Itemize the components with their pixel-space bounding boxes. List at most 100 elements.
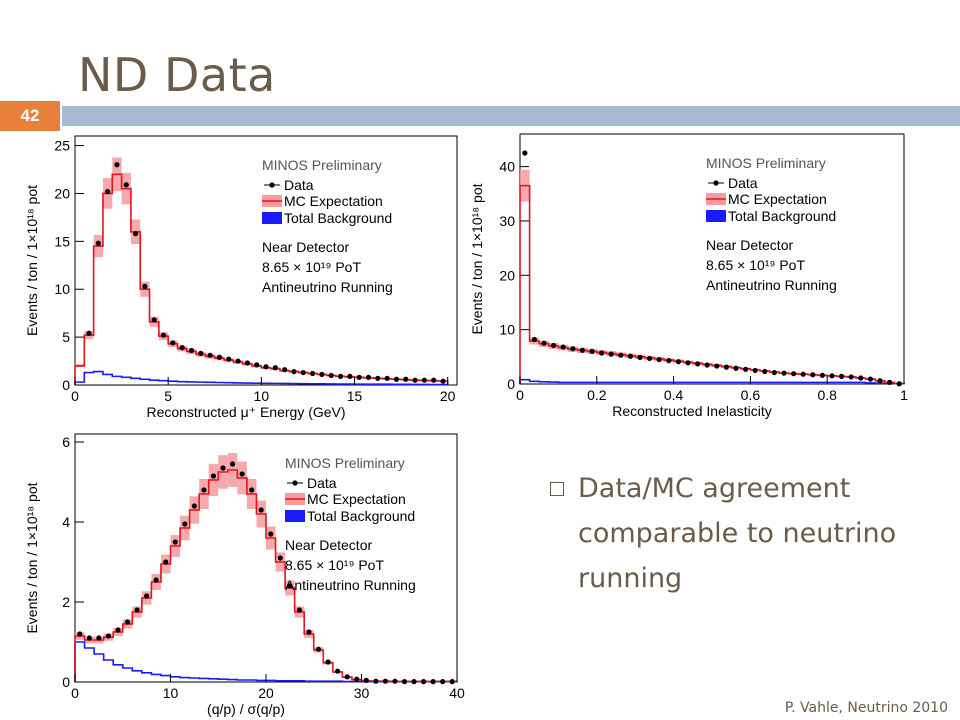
data-point (431, 377, 437, 383)
data-point (618, 352, 624, 358)
data-point (115, 627, 121, 633)
data-point (401, 679, 408, 685)
y-tick-label: 2 (62, 594, 70, 610)
data-point (356, 374, 362, 380)
data-point (647, 355, 653, 362)
data-point (599, 350, 605, 356)
data-point (282, 367, 288, 373)
x-tick-label: 10 (163, 685, 179, 701)
data-point (95, 240, 101, 246)
data-point (531, 336, 537, 343)
x-tick-label: 0 (71, 388, 79, 404)
data-point (306, 629, 312, 635)
y-tick-label: 30 (499, 213, 515, 229)
data-point (188, 347, 195, 354)
data-point (373, 678, 379, 684)
data-point (277, 555, 283, 561)
x-tick-label: 0.4 (664, 387, 684, 403)
x-tick-label: 0.6 (741, 387, 761, 403)
data-point (867, 376, 873, 382)
data-point (268, 531, 274, 537)
data-point (541, 340, 547, 346)
legend-mc-label: MC Expectation (728, 191, 827, 207)
data-point (666, 358, 672, 364)
data-point (86, 635, 92, 641)
legend-note: Antineutrino Running (706, 277, 837, 293)
y-axis-title: Events / ton / 1×10¹⁸ pot (469, 183, 485, 334)
legend-data-label: Data (307, 475, 337, 491)
legend-note: Antineutrino Running (262, 279, 393, 295)
data-point (363, 677, 369, 683)
data-point (337, 373, 344, 379)
y-tick-label: 10 (499, 322, 515, 338)
data-point (791, 371, 797, 377)
data-point (393, 376, 400, 382)
data-point (226, 356, 232, 362)
data-point (220, 465, 226, 471)
y-tick-label: 40 (499, 159, 515, 175)
x-axis-title: (q/p) / σ(q/p) (207, 701, 285, 717)
data-point (637, 354, 643, 360)
data-point (335, 668, 341, 674)
data-point (819, 372, 825, 378)
data-point (170, 340, 176, 346)
data-point (142, 283, 148, 289)
data-point (105, 633, 112, 639)
y-axis-title: Events / ton / 1×10¹⁸ pot (24, 482, 40, 633)
data-point (86, 330, 92, 336)
data-point (608, 351, 614, 357)
legend-mc-label: MC Expectation (307, 491, 406, 507)
data-point (421, 377, 427, 383)
data-point (207, 352, 213, 358)
background-histogram (74, 370, 449, 386)
data-point (229, 461, 236, 467)
y-tick-label: 20 (499, 267, 515, 283)
x-tick-label: 5 (164, 388, 172, 404)
data-points (86, 162, 446, 384)
legend-preliminary: MINOS Preliminary (262, 157, 382, 173)
x-axis-title: Reconstructed μ⁺ Energy (GeV) (146, 404, 345, 420)
title-accent-bar (62, 106, 960, 126)
data-point (560, 344, 566, 350)
data-point (714, 363, 720, 369)
legend-data-marker (713, 180, 719, 186)
y-axis-title: Events / ton / 1×10¹⁸ pot (24, 185, 40, 336)
data-point (191, 503, 197, 509)
data-point (522, 150, 528, 156)
data-point (762, 368, 768, 375)
plot-frame (519, 133, 905, 385)
data-point (216, 354, 223, 360)
data-point (354, 676, 360, 682)
data-point (287, 583, 293, 589)
x-tick-label: 0 (516, 387, 524, 403)
data-point (551, 342, 557, 349)
page-number-badge: 42 (0, 101, 60, 131)
legend-background-swatch (262, 212, 282, 224)
data-point (420, 679, 427, 685)
y-tick-label: 10 (54, 281, 70, 297)
data-point (132, 231, 139, 237)
data-point (153, 577, 159, 583)
y-tick-label: 0 (507, 376, 515, 392)
data-point (829, 373, 835, 379)
axis-ticks: 0 10 20 30 40 0 2 4 6 (62, 434, 465, 701)
legend-background-label: Total Background (728, 208, 836, 224)
data-point (440, 679, 446, 685)
data-point (887, 379, 893, 385)
data-point (848, 374, 854, 380)
data-points (522, 150, 902, 387)
data-point (114, 162, 120, 168)
data-point (579, 347, 585, 353)
data-point (375, 375, 381, 381)
data-point (244, 360, 250, 366)
data-point (858, 375, 864, 381)
legend-note: Antineutrino Running (285, 577, 416, 593)
data-point (272, 365, 278, 371)
data-point (315, 646, 322, 652)
data-point (160, 332, 167, 338)
background-histogram (519, 378, 905, 385)
chart-energy: 0 5 10 15 20 0 5 10 15 20 25 Reconstructed μ⁺ Energ… (24, 135, 458, 420)
y-tick-label: 5 (62, 329, 70, 345)
